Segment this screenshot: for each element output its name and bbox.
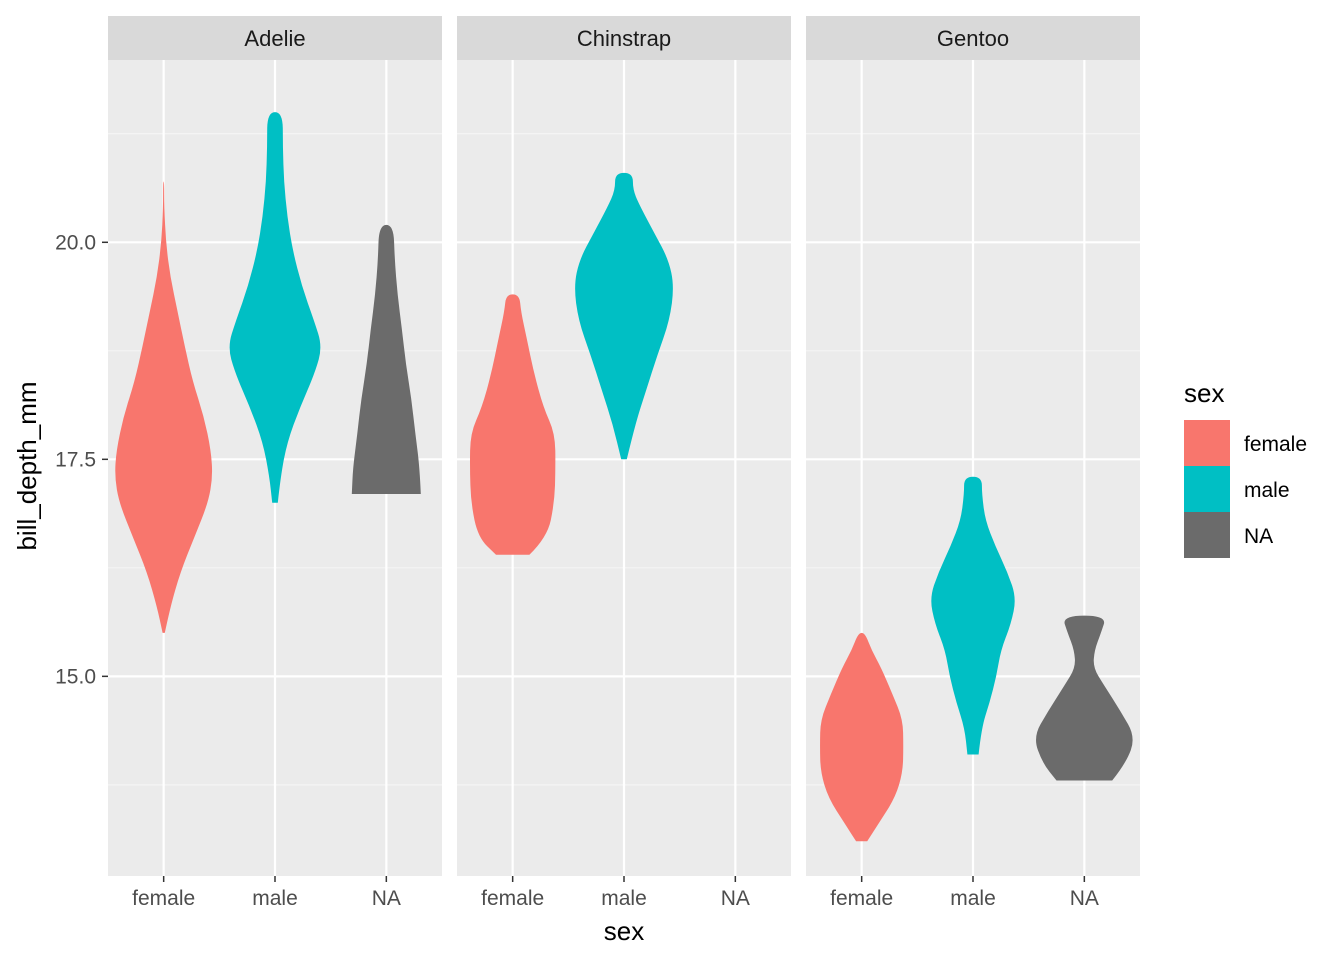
- facet-panel-chinstrap: Chinstrap female male NA: [457, 16, 791, 910]
- violin-adelie-female: [115, 181, 213, 633]
- facet-panel-gentoo: Gentoo female male NA: [806, 16, 1140, 910]
- legend-key-swatch: [1184, 420, 1230, 466]
- legend-label: NA: [1244, 525, 1273, 548]
- legend-item-male: male: [1184, 466, 1290, 512]
- x-axis-title: sex: [604, 916, 644, 946]
- facet-strip-label: Gentoo: [937, 26, 1009, 51]
- violin-gentoo-male: [931, 476, 1015, 755]
- x-tick-label: female: [830, 887, 893, 910]
- facet-panel-adelie: Adelie female male NA: [108, 16, 442, 910]
- violin-chinstrap-female: [470, 294, 556, 555]
- facet-strip: [457, 16, 791, 60]
- x-tick-label: NA: [372, 887, 401, 910]
- legend-key-swatch: [1184, 466, 1230, 512]
- legend: sex female male NA: [1184, 378, 1307, 558]
- violin-gentoo-na: [1036, 615, 1133, 781]
- y-tick-label: 15.0: [55, 665, 96, 688]
- x-tick-label: male: [950, 887, 996, 910]
- y-axis: 15.0 17.5 20.0: [55, 231, 108, 688]
- violin-adelie-na: [351, 224, 421, 494]
- x-tick-label: male: [252, 887, 298, 910]
- violin-adelie-male: [229, 112, 321, 503]
- legend-label: male: [1244, 479, 1290, 502]
- x-tick-label: female: [481, 887, 544, 910]
- legend-item-na: NA: [1184, 512, 1273, 558]
- x-tick-label: male: [601, 887, 647, 910]
- x-tick-label: NA: [1070, 887, 1099, 910]
- legend-title: sex: [1184, 378, 1224, 408]
- x-tick-label: female: [132, 887, 195, 910]
- y-axis-title: bill_depth_mm: [12, 381, 42, 550]
- facet-strip: [108, 16, 442, 60]
- x-tick-label: NA: [721, 887, 750, 910]
- legend-key-swatch: [1184, 512, 1230, 558]
- violin-chinstrap-male: [575, 172, 673, 460]
- y-tick-label: 20.0: [55, 231, 96, 254]
- violin-gentoo-female: [820, 632, 904, 842]
- facet-strip-label: Adelie: [244, 26, 305, 51]
- facet-strip-label: Chinstrap: [577, 26, 671, 51]
- legend-label: female: [1244, 433, 1307, 456]
- legend-item-female: female: [1184, 420, 1307, 466]
- y-tick-label: 17.5: [55, 448, 96, 471]
- facet-strip: [806, 16, 1140, 60]
